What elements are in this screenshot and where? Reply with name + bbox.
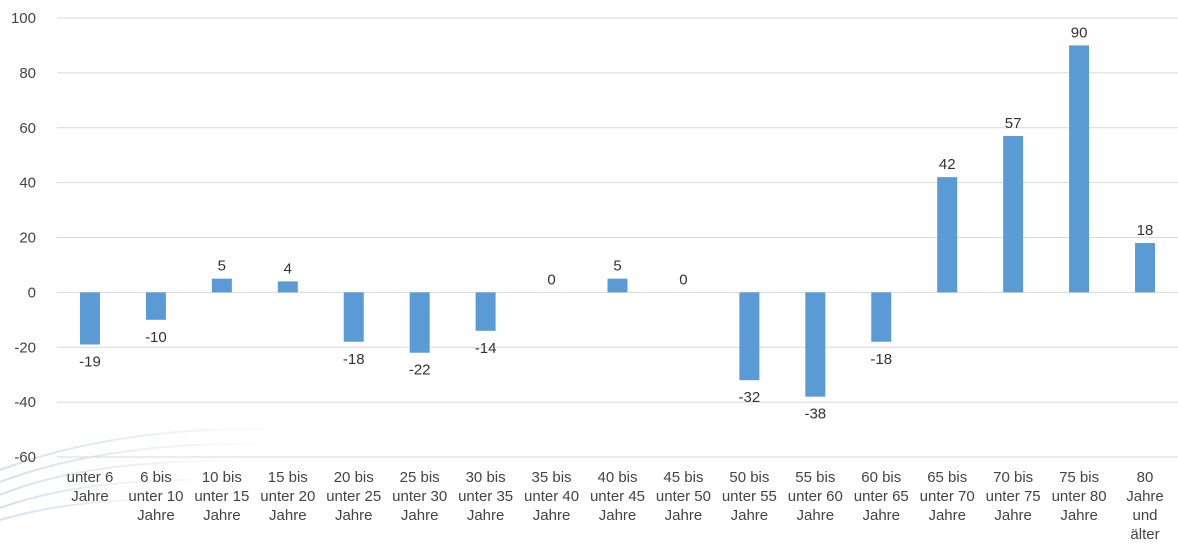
data-labels: -19 -10 5 4 -18 -22 -14 0 5 0 -32 -38 -18 42 57 90 18: [79, 24, 1153, 422]
x-category-label: 80 Jahre und älter: [1126, 469, 1164, 543]
bar: [607, 278, 628, 293]
bar: [79, 292, 100, 345]
data-label: -38: [804, 406, 826, 423]
data-label: -14: [475, 340, 497, 357]
bar: [1003, 135, 1024, 293]
x-category-label: 10 bis unter 15 Jahre: [194, 469, 249, 524]
y-tick-label: 60: [19, 120, 36, 137]
bar: [343, 292, 364, 342]
bars: [79, 45, 1156, 397]
x-category-label: 40 bis unter 45 Jahre: [590, 469, 645, 524]
bar: [937, 177, 958, 293]
x-category-label: 60 bis unter 65 Jahre: [854, 469, 909, 524]
x-category-label: unter 6 Jahre: [67, 469, 114, 505]
data-label: 18: [1137, 222, 1154, 239]
bar: [871, 292, 892, 342]
y-tick-label: 0: [28, 284, 36, 301]
y-tick-label: -40: [14, 394, 36, 411]
bar: [739, 292, 760, 381]
y-tick-label: -20: [14, 339, 36, 356]
background-swoosh-decoration: [0, 428, 301, 521]
x-category-label: 15 bis unter 20 Jahre: [260, 469, 315, 524]
data-label: 4: [284, 260, 292, 277]
data-label: 0: [547, 271, 555, 288]
y-tick-label: -60: [14, 449, 36, 466]
data-label: -22: [409, 362, 431, 379]
bar: [805, 292, 826, 397]
x-category-label: 45 bis unter 50 Jahre: [656, 469, 711, 524]
data-label: 0: [679, 271, 687, 288]
x-category-label: 20 bis unter 25 Jahre: [326, 469, 381, 524]
gridlines: [57, 17, 1178, 458]
x-category-label: 65 bis unter 70 Jahre: [920, 469, 975, 524]
data-label: 57: [1005, 115, 1022, 132]
y-tick-label: 20: [19, 230, 36, 247]
x-category-label: 6 bis unter 10 Jahre: [128, 469, 183, 524]
data-label: -10: [145, 329, 167, 346]
bar: [409, 292, 430, 353]
x-category-label: 35 bis unter 40 Jahre: [524, 469, 579, 524]
data-label: 90: [1071, 24, 1088, 41]
bar: [145, 292, 166, 320]
x-category-label: 50 bis unter 55 Jahre: [722, 469, 777, 524]
bar: [1135, 242, 1156, 293]
bar: [211, 278, 232, 293]
y-tick-label: 100: [11, 10, 36, 27]
y-tick-label: 40: [19, 175, 36, 192]
bar: [277, 281, 298, 293]
y-tick-label: 80: [19, 65, 36, 82]
data-label: 5: [218, 258, 226, 275]
data-label: 42: [939, 156, 956, 173]
y-axis-tick-labels: -60 -40 -20 0 20 40 60 80 100: [11, 10, 36, 466]
x-category-label: 25 bis unter 30 Jahre: [392, 469, 447, 524]
x-category-label: 55 bis unter 60 Jahre: [788, 469, 843, 524]
data-label: -19: [79, 354, 101, 371]
bar: [475, 292, 496, 331]
data-label: -32: [739, 389, 761, 406]
x-category-label: 30 bis unter 35 Jahre: [458, 469, 513, 524]
data-label: -18: [870, 351, 892, 368]
data-label: -18: [343, 351, 365, 368]
data-label: 5: [613, 258, 621, 275]
x-category-label: 70 bis unter 75 Jahre: [986, 469, 1041, 524]
x-category-label: 75 bis unter 80 Jahre: [1052, 469, 1107, 524]
bar: [1069, 45, 1090, 293]
